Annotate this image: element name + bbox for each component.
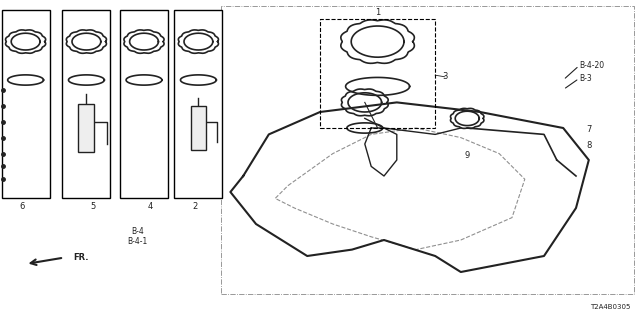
Text: 2: 2 — [193, 202, 198, 211]
Text: FR.: FR. — [74, 253, 89, 262]
Text: B-4: B-4 — [131, 228, 144, 236]
Text: 1: 1 — [375, 8, 380, 17]
Bar — [63, 10, 110, 198]
Bar — [174, 10, 223, 198]
Bar — [191, 107, 205, 150]
Text: 6: 6 — [20, 202, 25, 211]
Text: 9: 9 — [465, 151, 470, 160]
Text: B-3: B-3 — [579, 74, 592, 83]
Text: 5: 5 — [90, 202, 95, 211]
Bar — [221, 6, 634, 294]
Bar — [320, 19, 435, 128]
Text: B-4-1: B-4-1 — [127, 237, 148, 246]
Text: 4: 4 — [148, 202, 153, 211]
Bar — [79, 104, 95, 152]
Text: 3: 3 — [442, 72, 447, 81]
Text: 8: 8 — [586, 141, 591, 150]
Bar — [2, 10, 50, 198]
Text: B-4-20: B-4-20 — [579, 61, 604, 70]
Text: 7: 7 — [586, 125, 591, 134]
Text: T2A4B0305: T2A4B0305 — [590, 304, 630, 310]
Bar — [120, 10, 168, 198]
